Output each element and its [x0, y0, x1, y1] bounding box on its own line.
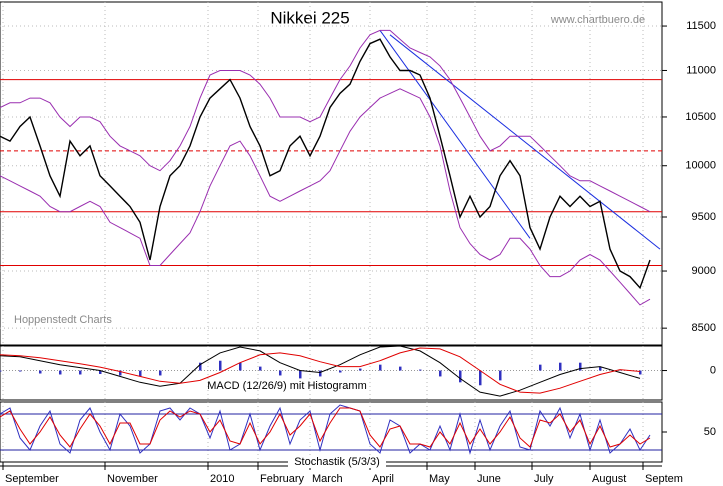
x-tick-label: November: [107, 473, 158, 485]
histogram-bar: [579, 362, 582, 371]
histogram-bar: [119, 370, 122, 376]
x-tick-label: April: [372, 473, 394, 485]
histogram-bar: [139, 370, 142, 377]
chart-title: Nikkei 225: [270, 8, 349, 27]
histogram-bar: [239, 362, 242, 371]
x-tick-label: June: [477, 473, 501, 485]
histogram-bar: [379, 364, 382, 371]
y-tick-label: 10500: [685, 111, 716, 123]
histogram-bar: [439, 370, 442, 377]
trend-line: [379, 30, 531, 239]
histogram-bar: [639, 370, 642, 375]
histogram-bar: [219, 360, 222, 371]
histogram-bar: [479, 370, 482, 386]
x-tick-label: July: [534, 473, 554, 485]
panel-title: MACD (12/26/9) mit Histogramm: [207, 380, 367, 392]
histogram-bar: [19, 370, 22, 372]
histogram-bar: [339, 370, 342, 373]
source: www.chartbuero.de: [550, 14, 645, 26]
x-tick-label: March: [312, 473, 343, 485]
x-tick-label: 2010: [210, 473, 234, 485]
series-line: [0, 345, 641, 397]
histogram-bar: [299, 370, 302, 379]
x-tick-label: September: [5, 473, 59, 485]
y-tick-label: 11000: [686, 64, 716, 76]
x-tick-label: February: [260, 473, 305, 485]
histogram-bar: [39, 370, 42, 374]
histogram-bar: [419, 369, 422, 371]
series-line: [0, 407, 651, 448]
x-tick-label: May: [429, 473, 450, 485]
series-line: [0, 29, 651, 213]
histogram-bar: [319, 370, 322, 377]
y-tick-label: 9000: [692, 265, 716, 277]
y-tick-label: 11500: [686, 20, 716, 32]
histogram-bar: [79, 370, 82, 375]
histogram-bar: [539, 364, 542, 371]
label-bg: [288, 456, 386, 468]
histogram-bar: [459, 370, 462, 383]
histogram-bar: [499, 370, 502, 381]
histogram-bar: [99, 370, 102, 374]
x-tick-label: Septem: [645, 473, 683, 485]
histogram-bar: [199, 362, 202, 371]
histogram-bar: [159, 370, 162, 376]
trend-line: [389, 34, 661, 250]
panel-title: Stochastik (5/3/3): [294, 456, 380, 468]
histogram-bar: [59, 370, 62, 375]
y-tick-label: 10000: [685, 160, 716, 172]
histogram-bar: [399, 366, 402, 371]
histogram-bar: [0, 370, 2, 372]
x-tick-label: August: [592, 473, 626, 485]
y-tick-label: 50: [704, 426, 716, 438]
series-line: [0, 38, 651, 290]
histogram-bar: [599, 366, 602, 371]
histogram-bar: [359, 368, 362, 371]
series-line: [0, 347, 641, 394]
panel-frame: [0, 345, 663, 401]
y-tick-label: 9500: [692, 211, 716, 223]
panel-frame: [0, 1, 663, 346]
y-tick-label: 0: [710, 364, 716, 376]
histogram-bar: [559, 362, 562, 371]
histogram-bar: [259, 366, 262, 371]
series-line: [0, 88, 651, 306]
histogram-bar: [279, 370, 282, 376]
annotation: Hoppenstedt Charts: [14, 314, 112, 326]
y-tick-label: 8500: [692, 322, 716, 334]
